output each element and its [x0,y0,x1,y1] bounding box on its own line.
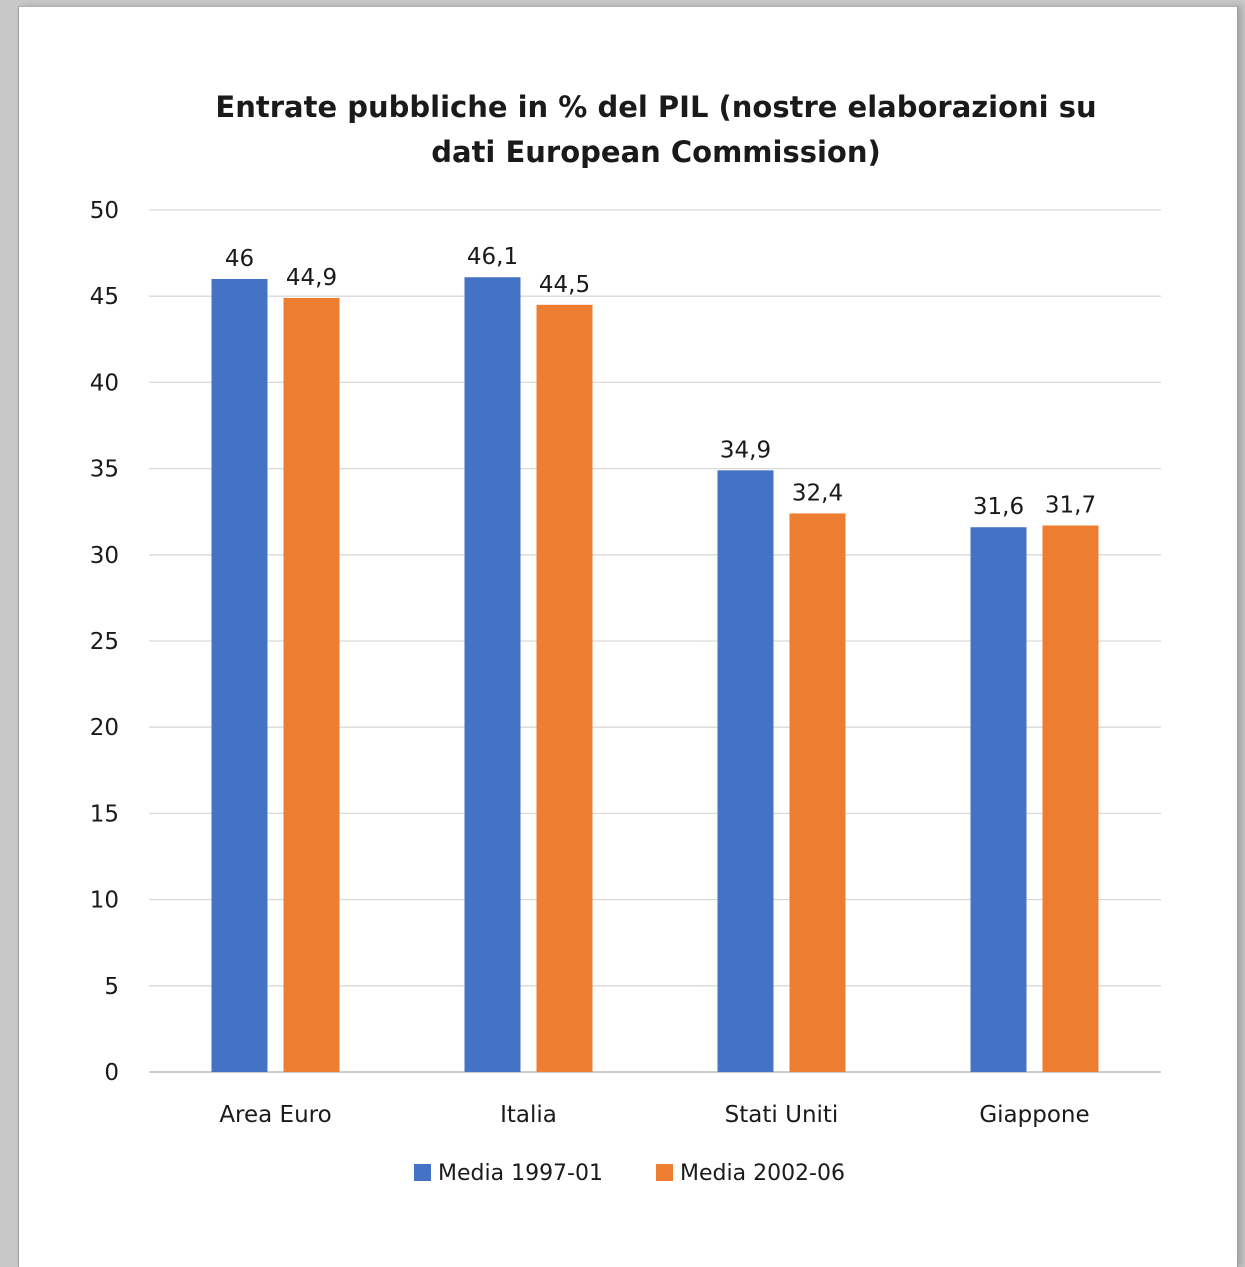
y-tick-label-50: 50 [90,198,119,224]
data-label-s1-c0: 44,9 [286,265,337,291]
data-label-s0-c0: 46 [225,246,254,272]
legend-label-0: Media 1997-01 [438,1161,603,1186]
data-label-s0-c1: 46,1 [467,244,518,270]
bar-s0-c0 [211,278,268,1073]
y-tick-label-30: 30 [90,543,119,569]
data-label-s1-c3: 31,7 [1045,492,1096,518]
bar-s0-c3 [970,527,1027,1072]
data-label-s1-c1: 44,5 [539,272,590,298]
x-category-label-2: Stati Uniti [725,1102,839,1128]
bar-s1-c0 [283,297,340,1072]
y-tick-label-20: 20 [90,715,119,741]
bar-s1-c3 [1042,525,1099,1072]
bar-s1-c1 [536,304,593,1072]
legend: Media 1997-01 Media 2002-06 [414,1161,845,1186]
y-axis-ticks: 0 5 10 15 20 25 30 35 40 45 50 [90,198,119,1086]
x-category-label-0: Area Euro [219,1102,331,1128]
y-tick-label-10: 10 [90,888,119,914]
legend-swatch-1 [656,1164,673,1181]
chart-title-line-1: Entrate pubbliche in % del PIL (nostre e… [215,90,1096,124]
y-tick-label-5: 5 [104,974,119,1000]
y-tick-label-25: 25 [90,629,119,655]
chart-title-line-2: dati European Commission) [431,135,881,169]
bars [211,277,1099,1073]
legend-label-1: Media 2002-06 [680,1161,845,1186]
x-category-label-1: Italia [500,1102,557,1128]
x-category-label-3: Giappone [979,1102,1089,1128]
x-axis-categories: Area Euro Italia Stati Uniti Giappone [219,1102,1089,1128]
y-tick-label-45: 45 [90,284,119,310]
data-label-s0-c2: 34,9 [720,437,771,463]
bar-s1-c2 [789,513,846,1072]
y-tick-label-15: 15 [90,801,119,827]
legend-swatch-0 [414,1164,431,1181]
bar-s0-c2 [717,470,774,1073]
y-tick-label-0: 0 [104,1060,119,1086]
y-tick-label-40: 40 [90,370,119,396]
data-label-s1-c2: 32,4 [792,480,843,506]
data-labels: 46 44,9 46,1 44,5 34,9 32,4 31,6 31,7 [225,244,1096,520]
chart-svg: Entrate pubbliche in % del PIL (nostre e… [90,90,1161,1186]
y-tick-label-35: 35 [90,457,119,483]
data-label-s0-c3: 31,6 [973,494,1024,520]
bar-s0-c1 [464,277,521,1073]
chart-card: Entrate pubbliche in % del PIL (nostre e… [18,6,1238,1267]
chart-title: Entrate pubbliche in % del PIL (nostre e… [215,90,1096,169]
